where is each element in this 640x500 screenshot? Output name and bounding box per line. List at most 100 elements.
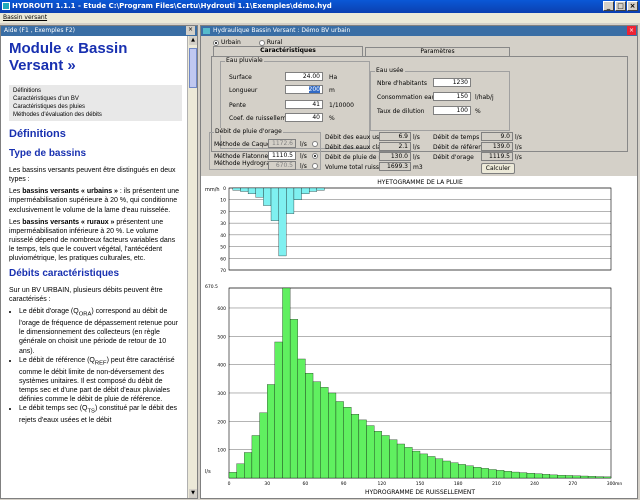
- hydrogram-bar: [381, 435, 390, 479]
- hydrogram-bar: [587, 476, 596, 479]
- group-debit-pluie: Débit de pluie d'orage Méthode de Caquot…: [209, 128, 321, 170]
- hydrogram-bar: [580, 475, 589, 479]
- hydrogram-bar: [343, 407, 352, 479]
- hydrogram-bar: [572, 475, 581, 479]
- help-title: Aide (F1 , Exemples F2): [4, 27, 76, 34]
- debit-orage: 1119.5: [481, 152, 513, 161]
- hydrogram-bar: [519, 472, 528, 479]
- hydrogram-bar: [595, 476, 604, 479]
- hydrogram-bar: [603, 476, 612, 479]
- help-scrollbar[interactable]: ▲ ▼: [187, 36, 197, 498]
- help-bullets: Le débit d'orage (QORA) correspond au dé…: [9, 307, 182, 425]
- help-titlebar: Aide (F1 , Exemples F2) ×: [1, 26, 197, 36]
- hydrogram-bar: [328, 392, 337, 479]
- app-title: HYDROUTI 1.1.1 - Etude C:\Program Files\…: [12, 2, 332, 10]
- hydrogram-x-tick: 180: [454, 481, 463, 487]
- hydrogram-bar: [244, 452, 253, 479]
- tab-caracteristiques[interactable]: Caractéristiques: [213, 46, 363, 56]
- tab-parametres[interactable]: Paramètres: [365, 47, 510, 56]
- hydrogram-x-tick: 270: [569, 481, 578, 487]
- hydrogram-bar: [305, 373, 314, 479]
- scroll-up-icon[interactable]: ▲: [189, 36, 197, 45]
- scroll-down-icon[interactable]: ▼: [189, 489, 197, 498]
- hydrogram-bar: [366, 425, 375, 479]
- help-close-icon[interactable]: ×: [186, 26, 195, 35]
- volume-ruisselle: 1699.3: [379, 162, 411, 171]
- hydrogram-tick-label: 400: [217, 363, 226, 369]
- surface-field[interactable]: 24.00: [285, 72, 323, 81]
- menu-bassin-versant[interactable]: Bassin versant: [3, 14, 48, 21]
- hydrogram-bar: [480, 468, 489, 479]
- hydrogram-bar: [458, 464, 466, 479]
- bv-title: Hydraulique Bassin Versant : Démo BV urb…: [213, 27, 351, 34]
- calculer-button[interactable]: Calculer: [481, 163, 515, 174]
- hydrogram-bar: [412, 450, 421, 479]
- hyetogram-bar: [278, 187, 287, 257]
- hydrogram-bar: [488, 469, 497, 479]
- hydrogram-tick-label: 200: [217, 419, 226, 425]
- hydrogram-x-tick: 300: [607, 481, 616, 487]
- help-paragraph: Sur un BV URBAIN, plusieurs débits peuve…: [9, 287, 163, 304]
- habitants-field[interactable]: 1230: [433, 78, 471, 87]
- help-paragraph: Les bassins versants « urbains » : ils p…: [9, 188, 180, 214]
- hydrogram-x-tick: 240: [530, 481, 539, 487]
- toc-link[interactable]: Méthodes d'évaluation des débits: [13, 111, 102, 118]
- toc-link[interactable]: Caractéristiques des pluies: [13, 103, 86, 110]
- toc-link[interactable]: Caractéristiques d'un BV: [13, 95, 79, 102]
- pente-field[interactable]: 41: [285, 100, 323, 109]
- hydrogram-bar: [404, 447, 413, 479]
- dilution-field[interactable]: 100: [433, 106, 471, 115]
- hyetogram-title: HYETOGRAMME DE LA PLUIE: [377, 179, 463, 186]
- hyetogram-tick-label: 40: [220, 233, 226, 239]
- hydrogram-x-tick: 0: [228, 481, 231, 487]
- hydrogram-bar: [312, 381, 321, 479]
- hydrogram-bar: [351, 414, 360, 479]
- hydrogram-bar: [435, 458, 444, 479]
- radio-rural[interactable]: Rural: [258, 39, 282, 46]
- help-paragraph: Les bassins versants peuvent être distin…: [9, 167, 176, 184]
- hyetogram-tick-label: 30: [220, 221, 226, 227]
- group-eau-pluviale: Eau pluviale Surface 24.00 Ha Longueur 2…: [220, 57, 370, 149]
- hyetogram-bar: [247, 187, 256, 195]
- hyetogram-bar: [232, 187, 241, 191]
- list-item: Le débit d'orage (QORA) correspond au dé…: [19, 307, 182, 355]
- hydrogram-bar: [358, 419, 367, 479]
- bv-close-icon[interactable]: ×: [627, 26, 636, 35]
- help-content: Module « Bassin Versant » Définitions Ca…: [1, 36, 188, 498]
- scroll-thumb[interactable]: [189, 48, 197, 88]
- hydrogram-bar: [427, 456, 436, 479]
- hydrogram-bar: [503, 471, 512, 479]
- close-button[interactable]: ×: [627, 1, 638, 11]
- conso-field[interactable]: 150: [433, 92, 471, 101]
- minimize-button[interactable]: _: [603, 1, 614, 11]
- hydrogram-bar: [236, 463, 245, 479]
- hyetogram-bar: [240, 187, 249, 192]
- help-panel: Aide (F1 , Exemples F2) × Module « Bassi…: [0, 25, 198, 499]
- radio-urbain[interactable]: Urbain: [213, 39, 241, 46]
- toc-link[interactable]: Définitions: [13, 87, 42, 94]
- hydrogram-bar: [549, 474, 558, 479]
- hyetogram-bar: [255, 187, 264, 198]
- hydrogram-bar: [534, 473, 543, 479]
- hyetogram-bar: [270, 187, 279, 221]
- hyetogram-tick-label: 10: [220, 198, 226, 204]
- hydrogram-bar: [274, 341, 283, 479]
- radio-caquot[interactable]: [312, 141, 318, 147]
- hyetogram-bar: [301, 187, 310, 195]
- coef-field[interactable]: 40: [285, 113, 323, 122]
- app-titlebar: HYDROUTI 1.1.1 - Etude C:\Program Files\…: [0, 0, 640, 13]
- list-item: Le débit de référence (QREF) peut être c…: [19, 356, 182, 404]
- debit-pluie-reference: 130.0: [379, 152, 411, 161]
- hydrogram-x-tick: 60: [303, 481, 309, 487]
- hydrogram-bar: [565, 475, 573, 479]
- hydrogram-x-tick: 120: [378, 481, 387, 487]
- maximize-button[interactable]: □: [615, 1, 626, 11]
- radio-flatonnelle[interactable]: [312, 153, 318, 159]
- hydrogram-x-tick: 210: [492, 481, 501, 487]
- group-eau-usee: Eau usée Nbre d'habitants 1230 Consommat…: [370, 67, 510, 131]
- hydrogram-bar: [496, 470, 505, 479]
- radio-hydrogramme[interactable]: [312, 163, 318, 169]
- longueur-field[interactable]: 200: [285, 85, 323, 94]
- hydrogram-tick-label: 300: [217, 391, 226, 397]
